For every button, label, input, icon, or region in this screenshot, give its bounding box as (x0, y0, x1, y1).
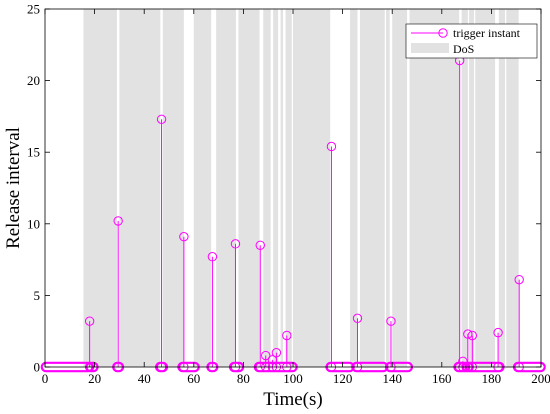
stem-marker-13 (386, 316, 396, 326)
dos-interval-0 (83, 9, 117, 367)
x-axis-label: Time(s) (263, 389, 322, 410)
stem-marker-10 (282, 330, 292, 341)
dos-interval-9 (285, 9, 292, 367)
x-tick-label: 180 (482, 371, 502, 386)
dos-interval-3 (193, 9, 212, 367)
dos-interval-6 (263, 9, 271, 367)
dos-interval-15 (409, 9, 460, 367)
trigger-stems (84, 55, 524, 372)
y-tick-label: 20 (27, 73, 40, 88)
dos-interval-10 (293, 9, 331, 367)
dos-patches (83, 9, 519, 367)
stem-marker-16 (463, 329, 473, 339)
stem-marker-0 (84, 316, 95, 326)
dos-interval-7 (273, 9, 279, 367)
stem-marker-1 (113, 216, 123, 226)
x-tick-label: 80 (237, 371, 250, 386)
dos-interval-12 (359, 9, 385, 367)
x-tick-label: 120 (333, 371, 353, 386)
x-tick-label: 40 (138, 371, 151, 386)
stem-marker-17 (467, 330, 478, 341)
stem-marker-2 (156, 114, 167, 124)
y-axis-ticks: 0 5 10 15 20 25 (27, 2, 541, 375)
y-tick-label: 15 (27, 145, 40, 160)
dos-interval-4 (216, 9, 236, 367)
y-tick-label: 10 (27, 216, 40, 231)
stem-marker-6 (255, 240, 265, 250)
x-tick-label: 100 (283, 371, 303, 386)
dos-interval-18 (475, 9, 496, 367)
stem-marker-12 (352, 313, 363, 324)
dos-interval-14 (392, 9, 408, 367)
x-axis-ticks: 0 20 40 60 80 100 120 140 160 180 200 (42, 9, 550, 386)
legend-stem-marker (438, 28, 448, 38)
stem-marker-9 (271, 347, 282, 358)
dos-interval-16 (461, 9, 468, 367)
legend-dos-patch (411, 43, 449, 53)
stem-marker-7 (261, 350, 271, 361)
stem-marker-19 (514, 274, 524, 285)
x-tick-label: 200 (531, 371, 550, 386)
legend-label-trigger: trigger instant (453, 26, 521, 40)
legend-label-dos: DoS (453, 42, 474, 56)
y-tick-label: 0 (34, 360, 41, 375)
dos-interval-20 (506, 9, 519, 367)
stem-marker-11 (326, 141, 337, 152)
x-tick-label: 0 (42, 371, 49, 386)
stem-marker-18 (493, 327, 503, 338)
dos-interval-1 (119, 9, 161, 367)
y-axis-label: Release interval (3, 127, 24, 249)
dos-interval-5 (238, 9, 260, 367)
x-tick-label: 20 (88, 371, 101, 386)
dos-interval-2 (162, 9, 184, 367)
dos-interval-17 (469, 9, 475, 367)
x-tick-label: 160 (432, 371, 452, 386)
dos-interval-8 (280, 9, 284, 367)
dos-interval-11 (350, 9, 358, 367)
stem-marker-3 (179, 231, 189, 242)
stem-marker-5 (230, 239, 241, 249)
legend: trigger instant DoS (405, 23, 538, 59)
stem-marker-4 (207, 252, 218, 262)
dos-interval-19 (498, 9, 506, 367)
dos-interval-13 (386, 9, 390, 367)
x-tick-label: 60 (187, 371, 200, 386)
y-tick-label: 25 (27, 2, 40, 17)
y-tick-label: 5 (34, 288, 41, 303)
x-tick-label: 140 (382, 371, 402, 386)
